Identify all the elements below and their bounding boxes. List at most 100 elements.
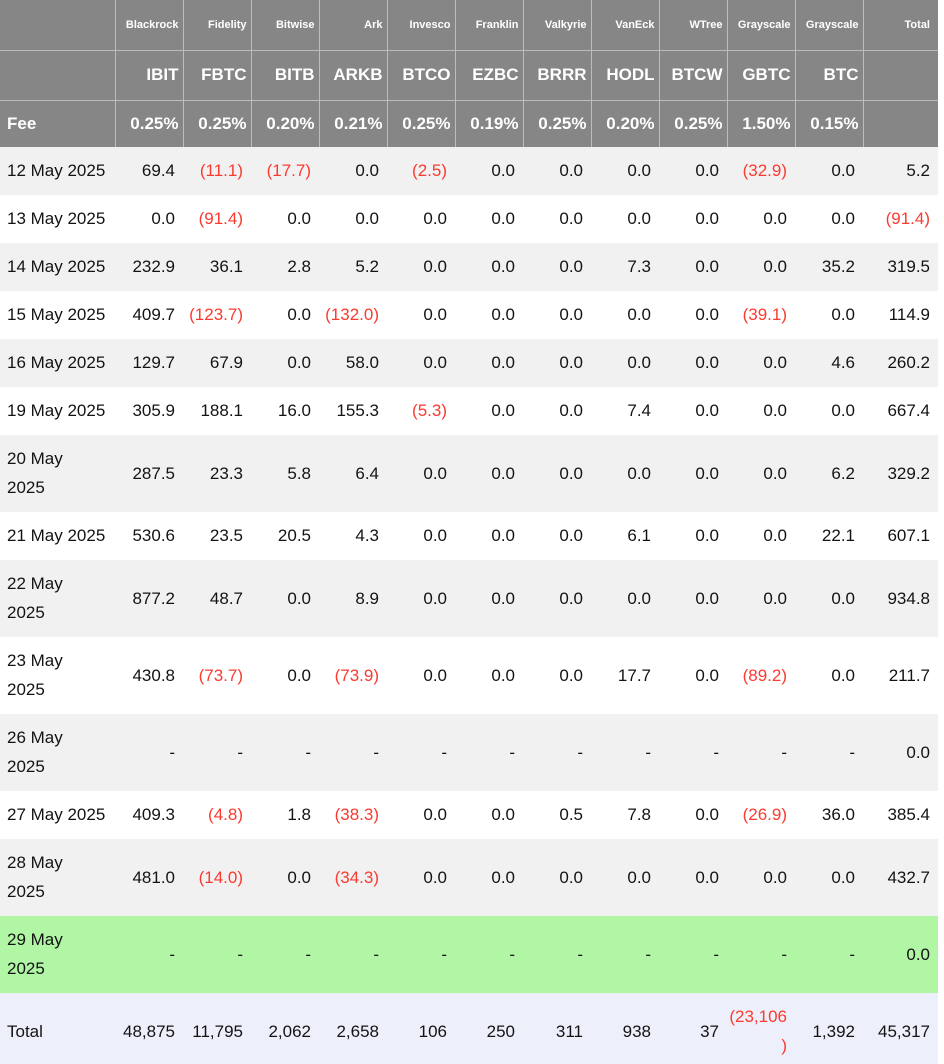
flow-value-cell: 409.7 bbox=[132, 305, 175, 324]
flow-value-cell: (73.7) bbox=[198, 665, 243, 685]
table-row: 20 May 2025 287.5 23.3 5.8 6.4 0.0 0.0 0.0 0.0 0.… bbox=[0, 435, 938, 512]
total-flow-value-cell: (23,106) bbox=[729, 1007, 787, 1055]
flow-value-cell: 6.1 bbox=[627, 526, 651, 545]
flow-value-cell: - bbox=[713, 944, 719, 964]
row-total-cell: 260.2 bbox=[887, 353, 930, 372]
flow-value-cell: (73.9) bbox=[334, 665, 379, 685]
flow-value-cell: 0.0 bbox=[627, 353, 651, 372]
column-firm-label: VanEck bbox=[590, 0, 659, 50]
row-total-cell: 607.1 bbox=[887, 526, 930, 545]
column-ticker-label: BTCW bbox=[658, 49, 727, 100]
row-date: 23 May 2025 bbox=[7, 651, 63, 699]
total-flow-value-cell: 1,392 bbox=[812, 1021, 855, 1041]
flow-value-cell: 409.3 bbox=[132, 805, 175, 824]
flow-value-cell: - bbox=[237, 944, 243, 964]
flow-value-cell: 0.0 bbox=[763, 588, 787, 608]
flow-value-cell: 2.8 bbox=[287, 257, 311, 276]
flow-value-cell: 0.0 bbox=[695, 588, 719, 608]
row-date: 26 May 2025 bbox=[7, 728, 63, 776]
column-firm-label: Invesco bbox=[386, 0, 455, 50]
flow-value-cell: 7.3 bbox=[627, 257, 651, 276]
flow-value-cell: 5.8 bbox=[287, 463, 311, 483]
column-fee-value: 0.25% bbox=[386, 99, 455, 147]
flow-value-cell: - bbox=[781, 742, 787, 762]
table-row: 27 May 2025 409.3 (4.8) 1.8 (38.3) 0.0 0.0 0.5 7… bbox=[0, 791, 938, 839]
flow-value-cell: 0.0 bbox=[491, 353, 515, 372]
flow-value-cell: (91.4) bbox=[198, 209, 243, 228]
flow-value-cell: 0.0 bbox=[491, 161, 515, 180]
flow-value-cell: - bbox=[373, 742, 379, 762]
column-firm-label: Grayscale bbox=[726, 0, 795, 50]
flow-value-cell: (132.0) bbox=[325, 305, 379, 324]
flow-value-cell: 0.0 bbox=[287, 353, 311, 372]
flow-value-cell: 0.0 bbox=[763, 867, 787, 887]
row-date: 15 May 2025 bbox=[7, 305, 106, 324]
row-total-cell: 114.9 bbox=[888, 305, 930, 324]
flow-value-cell: 6.4 bbox=[355, 463, 379, 483]
flow-value-cell: - bbox=[237, 742, 243, 762]
flow-value-cell: - bbox=[373, 944, 379, 964]
flow-value-cell: (89.2) bbox=[742, 665, 787, 685]
flow-value-cell: (39.1) bbox=[742, 305, 787, 324]
total-flow-value-cell: 11,795 bbox=[192, 1021, 243, 1041]
flow-value-cell: 232.9 bbox=[132, 257, 175, 276]
flow-value-cell: 0.0 bbox=[423, 665, 447, 685]
flow-value-cell: - bbox=[509, 742, 515, 762]
row-date: 29 May 2025 bbox=[7, 930, 63, 978]
table-row: 12 May 2025 69.4 (11.1) (17.7) 0.0 (2.5) 0.0 0.… bbox=[0, 147, 938, 195]
flow-value-cell: 0.0 bbox=[491, 257, 515, 276]
table-row: 22 May 2025 877.2 48.7 0.0 8.9 0.0 0.0 0.0 0.0 0.… bbox=[0, 560, 938, 637]
flow-value-cell: - bbox=[849, 944, 855, 964]
column-firm-label: Bitwise bbox=[250, 0, 319, 50]
flow-value-cell: 0.0 bbox=[287, 588, 311, 608]
flow-value-cell: 0.0 bbox=[491, 209, 515, 228]
column-firm-label: WTree bbox=[658, 0, 727, 50]
flow-value-cell: 155.3 bbox=[336, 401, 379, 420]
flow-value-cell: 0.0 bbox=[423, 257, 447, 276]
row-total-cell: 385.4 bbox=[887, 805, 930, 824]
column-ticker-label: FBTC bbox=[182, 49, 251, 100]
flow-value-cell: - bbox=[441, 944, 447, 964]
table-row: 19 May 2025 305.9 188.1 16.0 155.3 (5.3) 0.0 0.… bbox=[0, 387, 938, 435]
flow-value-cell: 0.0 bbox=[491, 526, 515, 545]
flow-value-cell: 0.0 bbox=[831, 161, 855, 180]
flow-value-cell: 877.2 bbox=[132, 588, 175, 608]
flow-value-cell: 0.0 bbox=[695, 401, 719, 420]
flow-value-cell: 0.0 bbox=[355, 209, 379, 228]
flow-value-cell: - bbox=[169, 742, 175, 762]
flow-value-cell: - bbox=[509, 944, 515, 964]
flow-value-cell: 0.0 bbox=[695, 161, 719, 180]
column-ticker-label: ARKB bbox=[318, 49, 387, 100]
flow-value-cell: 0.0 bbox=[627, 463, 651, 483]
flow-value-cell: (38.3) bbox=[334, 805, 379, 824]
table-row: 26 May 2025 - - - - - - - - - - - 0.0 bbox=[0, 714, 938, 791]
corner-cell bbox=[0, 0, 115, 50]
flow-value-cell: 0.0 bbox=[287, 665, 311, 685]
flow-value-cell: - bbox=[169, 944, 175, 964]
flow-value-cell: 6.2 bbox=[831, 463, 855, 483]
flow-value-cell: - bbox=[713, 742, 719, 762]
total-flow-value-cell: 106 bbox=[418, 1021, 447, 1041]
column-fee-value: 0.20% bbox=[590, 99, 659, 147]
flow-value-cell: (5.3) bbox=[412, 401, 447, 420]
flow-value-cell: 0.0 bbox=[627, 305, 651, 324]
flow-value-cell: 0.0 bbox=[559, 463, 583, 483]
flow-value-cell: - bbox=[645, 742, 651, 762]
flow-value-cell: 22.1 bbox=[821, 526, 855, 545]
flow-value-cell: 0.0 bbox=[763, 401, 787, 420]
flow-value-cell: 287.5 bbox=[132, 463, 175, 483]
flow-value-cell: 0.0 bbox=[695, 805, 719, 824]
flow-value-cell: 0.0 bbox=[559, 257, 583, 276]
flow-value-cell: 0.0 bbox=[695, 665, 719, 685]
flow-value-cell: 0.0 bbox=[491, 401, 515, 420]
flow-value-cell: (2.5) bbox=[412, 161, 447, 180]
table-row: 13 May 2025 0.0 (91.4) 0.0 0.0 0.0 0.0 0.0 0.0 0.… bbox=[0, 195, 938, 243]
column-firm-label: Ark bbox=[318, 0, 387, 50]
flow-value-cell: (123.7) bbox=[189, 305, 243, 324]
flow-value-cell: 4.6 bbox=[831, 353, 855, 372]
flow-value-cell: 0.0 bbox=[287, 867, 311, 887]
row-date: 20 May 2025 bbox=[7, 449, 63, 497]
total-row-label: Total bbox=[7, 1021, 43, 1041]
row-total-cell: 934.8 bbox=[887, 588, 930, 608]
column-fee-value: 0.20% bbox=[250, 99, 319, 147]
